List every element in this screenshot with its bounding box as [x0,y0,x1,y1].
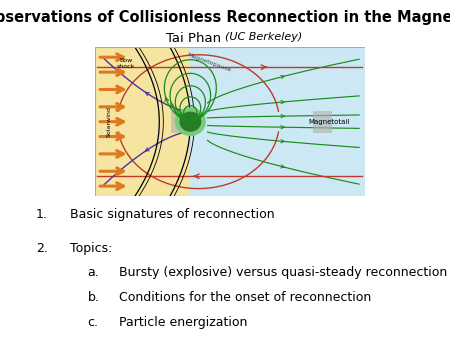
Text: 2.: 2. [36,242,48,255]
Bar [94,47,189,196]
Text: Solarwind: Solarwind [107,106,112,137]
Text: Topics:: Topics: [70,242,112,255]
Text: c.: c. [88,316,99,329]
Bar [313,111,332,133]
Circle shape [180,112,201,131]
Text: Bursty (explosive) versus quasi-steady reconnection: Bursty (explosive) versus quasi-steady r… [119,266,447,279]
Text: a.: a. [88,266,99,279]
Text: b.: b. [88,291,99,304]
Text: Magnetopause: Magnetopause [186,52,232,72]
Bar [189,47,364,196]
Text: Tai Phan: Tai Phan [166,32,225,45]
Text: Magnetotail: Magnetotail [309,119,350,125]
Text: 1.: 1. [36,208,48,221]
Circle shape [176,108,205,135]
Text: Particle energization: Particle energization [119,316,248,329]
Text: Bow
shock: Bow shock [117,58,135,69]
Text: (UC Berkeley): (UC Berkeley) [225,32,302,42]
Text: In-situ Observations of Collisionless Reconnection in the Magnetosphere: In-situ Observations of Collisionless Re… [0,10,450,25]
Text: Conditions for the onset of reconnection: Conditions for the onset of reconnection [119,291,372,304]
Text: Basic signatures of reconnection: Basic signatures of reconnection [70,208,274,221]
Bar [171,111,186,133]
